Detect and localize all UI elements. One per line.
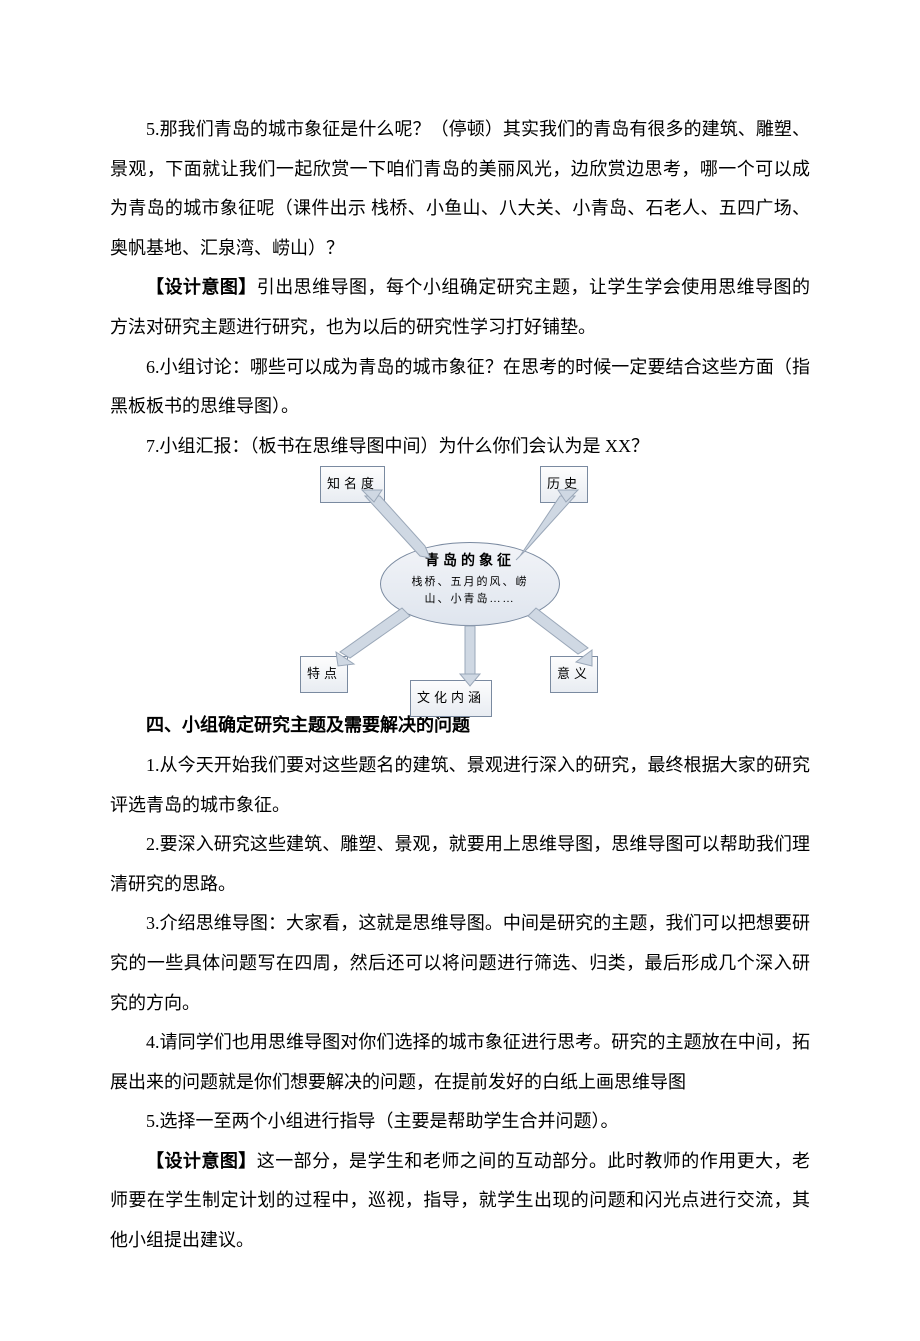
document-page: 5.那我们青岛的城市象征是什么呢？（停顿）其实我们的青岛有很多的建筑、雕塑、景观…	[0, 0, 920, 1341]
item-2: 2.要深入研究这些建筑、雕塑、景观，就要用上思维导图，思维导图可以帮助我们理清研…	[110, 825, 810, 904]
design-intent-1: 【设计意图】引出思维导图，每个小组确定研究主题，让学生学会使用思维导图的方法对研…	[110, 268, 810, 347]
arrows	[270, 466, 650, 706]
design-intent-label: 【设计意图】	[146, 277, 257, 297]
mind-map-diagram: 知名度 历史 特点 文化内涵 意义 青岛的象征 栈桥、五月的风、崂 山、小青岛……	[270, 466, 650, 706]
paragraph-5: 5.那我们青岛的城市象征是什么呢？（停顿）其实我们的青岛有很多的建筑、雕塑、景观…	[110, 110, 810, 268]
paragraph-6: 6.小组讨论：哪些可以成为青岛的城市象征？在思考的时候一定要结合这些方面（指黑板…	[110, 348, 810, 427]
design-intent-2: 【设计意图】这一部分，是学生和老师之间的互动部分。此时教师的作用更大，老师要在学…	[110, 1142, 810, 1261]
paragraph-7: 7.小组汇报：（板书在思维导图中间）为什么你们会认为是 XX？	[110, 427, 810, 467]
item-4: 4.请同学们也用思维导图对你们选择的城市象征进行思考。研究的主题放在中间，拓展出…	[110, 1023, 810, 1102]
item-3: 3.介绍思维导图：大家看，这就是思维导图。中间是研究的主题，我们可以把想要研究的…	[110, 904, 810, 1023]
design-intent-label-2: 【设计意图】	[146, 1151, 257, 1171]
item-5: 5.选择一至两个小组进行指导（主要是帮助学生合并问题）。	[110, 1102, 810, 1142]
item-1: 1.从今天开始我们要对这些题名的建筑、景观进行深入的研究，最终根据大家的研究评选…	[110, 746, 810, 825]
